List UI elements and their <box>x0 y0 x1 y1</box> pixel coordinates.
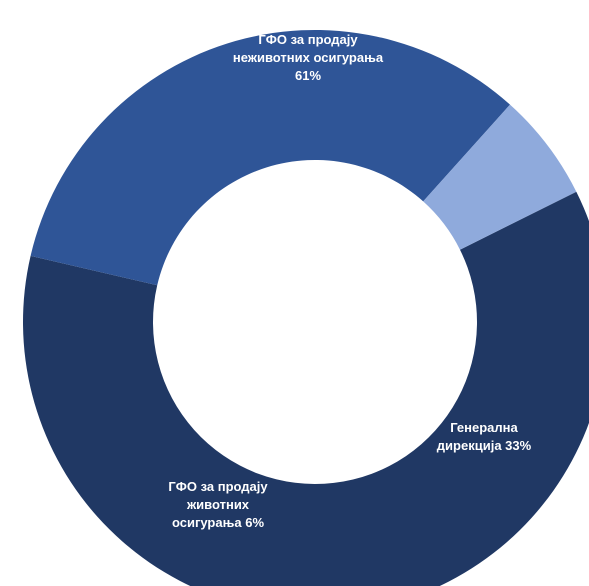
label-line: неживотних осигурања <box>233 50 384 65</box>
label-line: ГФО за продају <box>168 479 268 494</box>
label-gfo-life: ГФО за продају животних осигурања 6% <box>168 479 268 530</box>
slice-gfo-life <box>423 104 577 250</box>
label-general-directorate: Генерална дирекција 33% <box>437 420 532 453</box>
label-line: ГФО за продају <box>258 32 358 47</box>
label-line: Генерална <box>450 420 518 435</box>
label-line: животних <box>186 497 250 512</box>
slice-gfo-non-life <box>23 191 589 586</box>
label-line: 61% <box>295 68 321 83</box>
slice-labels: ГФО за продају неживотних осигурања 61% Ген… <box>168 32 531 530</box>
donut-slices <box>23 29 589 586</box>
label-line: дирекција 33% <box>437 438 532 453</box>
label-gfo-non-life: ГФО за продају неживотних осигурања 61% <box>233 32 384 83</box>
slice-general-directorate <box>30 29 511 286</box>
label-line: осигурања 6% <box>172 515 264 530</box>
